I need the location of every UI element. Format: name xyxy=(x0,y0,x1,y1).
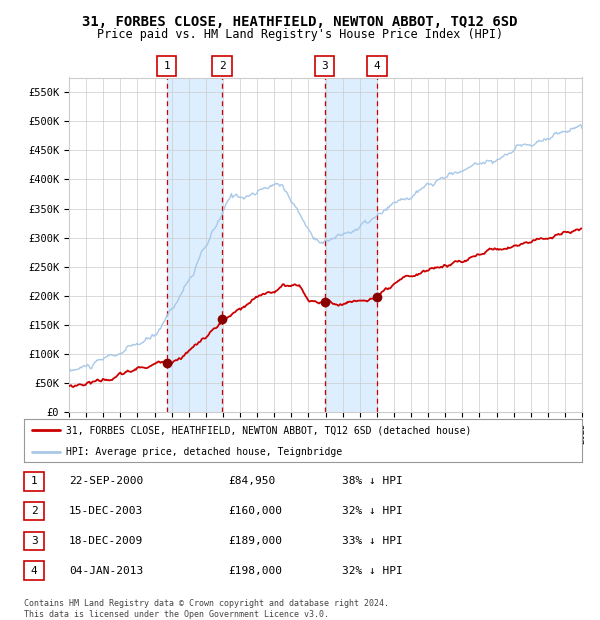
Text: £160,000: £160,000 xyxy=(228,506,282,516)
Text: 1: 1 xyxy=(31,476,38,487)
Text: 32% ↓ HPI: 32% ↓ HPI xyxy=(342,565,403,576)
Text: 3: 3 xyxy=(321,61,328,71)
Text: 2: 2 xyxy=(31,506,38,516)
Text: 1: 1 xyxy=(163,61,170,71)
Text: £84,950: £84,950 xyxy=(228,476,275,487)
Text: 04-JAN-2013: 04-JAN-2013 xyxy=(69,565,143,576)
Text: 31, FORBES CLOSE, HEATHFIELD, NEWTON ABBOT, TQ12 6SD: 31, FORBES CLOSE, HEATHFIELD, NEWTON ABB… xyxy=(82,16,518,30)
Text: 4: 4 xyxy=(31,565,38,576)
Bar xyxy=(325,78,377,412)
Bar xyxy=(167,78,222,412)
Text: 33% ↓ HPI: 33% ↓ HPI xyxy=(342,536,403,546)
Text: 31, FORBES CLOSE, HEATHFIELD, NEWTON ABBOT, TQ12 6SD (detached house): 31, FORBES CLOSE, HEATHFIELD, NEWTON ABB… xyxy=(66,425,471,435)
Text: 3: 3 xyxy=(31,536,38,546)
Text: 15-DEC-2003: 15-DEC-2003 xyxy=(69,506,143,516)
Text: £198,000: £198,000 xyxy=(228,565,282,576)
Text: 38% ↓ HPI: 38% ↓ HPI xyxy=(342,476,403,487)
Text: 32% ↓ HPI: 32% ↓ HPI xyxy=(342,506,403,516)
Text: HPI: Average price, detached house, Teignbridge: HPI: Average price, detached house, Teig… xyxy=(66,448,342,458)
Text: £189,000: £189,000 xyxy=(228,536,282,546)
Text: 2: 2 xyxy=(218,61,226,71)
Text: 4: 4 xyxy=(374,61,380,71)
Text: Contains HM Land Registry data © Crown copyright and database right 2024.
This d: Contains HM Land Registry data © Crown c… xyxy=(24,600,389,619)
Text: 22-SEP-2000: 22-SEP-2000 xyxy=(69,476,143,487)
Text: Price paid vs. HM Land Registry's House Price Index (HPI): Price paid vs. HM Land Registry's House … xyxy=(97,28,503,41)
Text: 18-DEC-2009: 18-DEC-2009 xyxy=(69,536,143,546)
